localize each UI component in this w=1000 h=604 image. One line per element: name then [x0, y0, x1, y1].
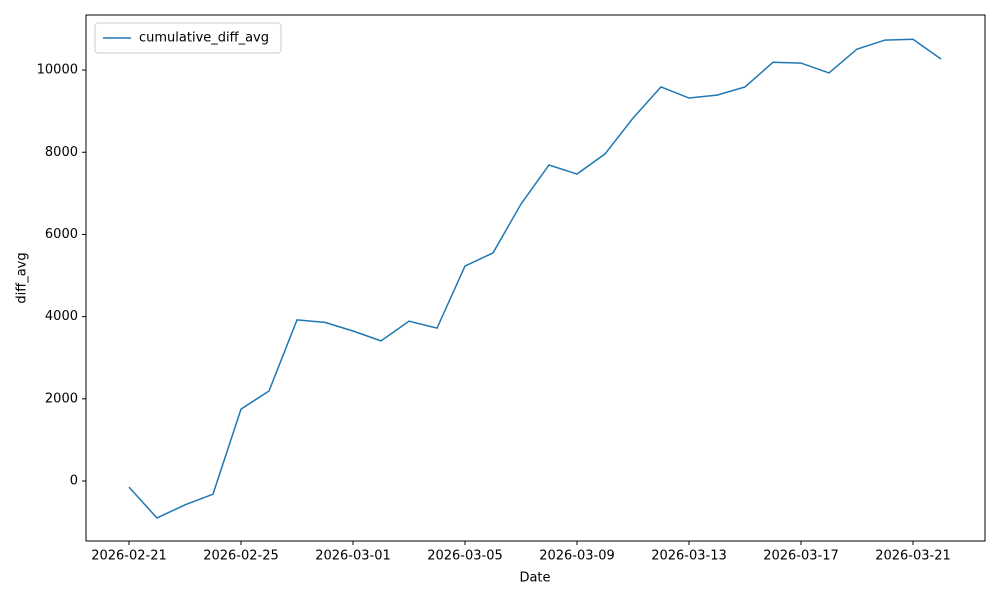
x-tick-label: 2026-03-13: [651, 549, 727, 564]
data-line: [128, 38, 942, 519]
x-tick-label: 2026-03-21: [875, 549, 951, 564]
y-tick-label: 10000: [37, 63, 78, 78]
x-axis-label: Date: [519, 571, 550, 586]
y-tick-label: 8000: [45, 145, 78, 160]
legend: cumulative_diff_avg: [94, 22, 282, 54]
x-tick-label: 2026-02-25: [203, 549, 279, 564]
x-tick-label: 2026-03-05: [427, 549, 503, 564]
x-tick-label: 2026-02-21: [91, 549, 167, 564]
y-tick-label: 2000: [45, 391, 78, 406]
y-axis-label: diff_avg: [15, 252, 30, 303]
x-tick-label: 2026-03-01: [315, 549, 391, 564]
y-tick-label: 6000: [45, 227, 78, 242]
legend-box: [94, 22, 282, 54]
x-tick-label: 2026-03-09: [539, 549, 615, 564]
x-tick-label: 2026-03-17: [763, 549, 839, 564]
y-tick-label: 0: [70, 474, 78, 489]
plot-frame: [85, 14, 986, 542]
legend-label: cumulative_diff_avg: [139, 31, 269, 46]
y-tick-label: 4000: [45, 309, 78, 324]
